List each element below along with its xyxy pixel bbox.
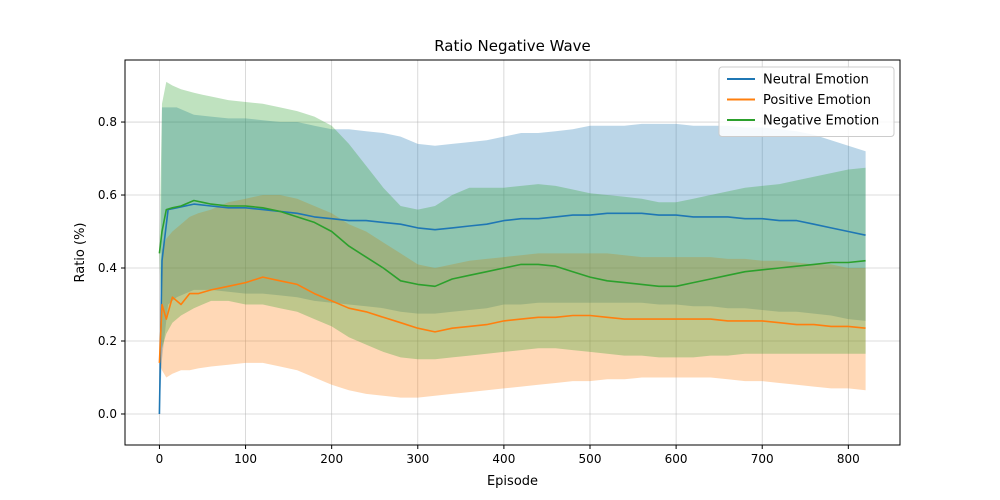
y-tick-label: 0.6 bbox=[98, 188, 117, 202]
y-axis-ticks: 0.0 0.2 0.4 0.6 0.8 bbox=[98, 115, 125, 421]
band-positive-emotion bbox=[159, 195, 866, 398]
x-tick-label: 400 bbox=[492, 452, 515, 466]
y-tick-label: 0.2 bbox=[98, 334, 117, 348]
x-tick-label: 700 bbox=[751, 452, 774, 466]
x-tick-label: 800 bbox=[837, 452, 860, 466]
x-tick-label: 100 bbox=[234, 452, 257, 466]
spread-bands bbox=[159, 81, 866, 415]
chart-title: Ratio Negative Wave bbox=[434, 37, 591, 55]
y-axis-label: Ratio (%) bbox=[73, 222, 88, 282]
legend-label-negative-emotion: Negative Emotion bbox=[763, 114, 879, 129]
x-tick-label: 600 bbox=[665, 452, 688, 466]
y-tick-label: 0.0 bbox=[98, 407, 117, 421]
legend-label-neutral-emotion: Neutral Emotion bbox=[763, 73, 869, 88]
series-line-negative-emotion bbox=[158, 199, 866, 288]
x-tick-label: 300 bbox=[406, 452, 429, 466]
band-negative-emotion bbox=[159, 81, 866, 360]
band-neutral-emotion bbox=[159, 107, 866, 415]
x-tick-label: 0 bbox=[156, 452, 164, 466]
y-tick-label: 0.4 bbox=[98, 261, 117, 275]
x-axis-ticks: 0 100 200 300 400 500 600 700 800 bbox=[156, 445, 860, 466]
legend-box bbox=[718, 66, 895, 137]
y-tick-label: 0.8 bbox=[98, 115, 117, 129]
series-lines bbox=[158, 199, 866, 415]
series-line-positive-emotion bbox=[158, 276, 866, 363]
x-tick-label: 200 bbox=[320, 452, 343, 466]
series-line-neutral-emotion bbox=[158, 203, 866, 415]
legend-label-positive-emotion: Positive Emotion bbox=[763, 93, 871, 108]
x-axis-label: Episode bbox=[487, 474, 538, 489]
x-tick-label: 500 bbox=[579, 452, 602, 466]
plot-frame bbox=[124, 59, 901, 446]
legend: Neutral Emotion Positive Emotion Negative … bbox=[718, 66, 895, 137]
